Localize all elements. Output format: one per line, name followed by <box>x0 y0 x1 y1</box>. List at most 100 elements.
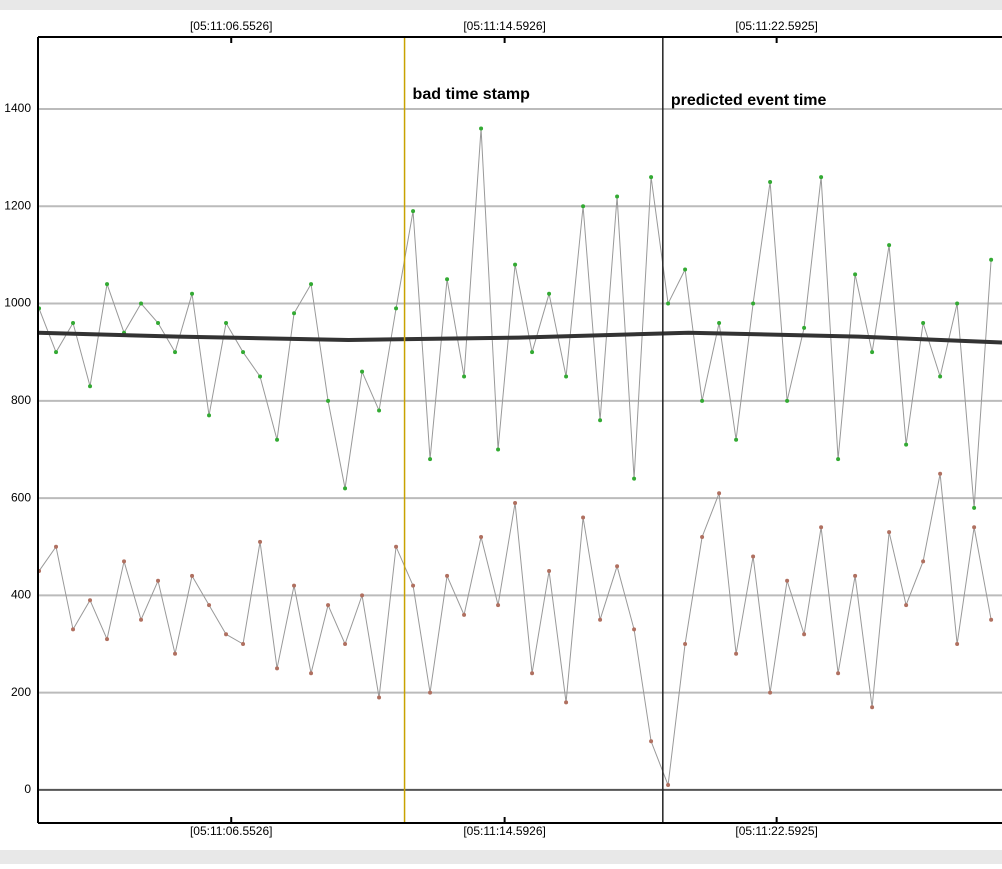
series-point <box>564 700 569 705</box>
series-point <box>938 471 943 476</box>
series-point <box>428 457 433 462</box>
x-tick-label-top: [05:11:14.5926] <box>463 19 546 33</box>
series-point <box>683 267 688 272</box>
y-tick-label: 400 <box>11 588 31 602</box>
series-point <box>343 642 348 647</box>
series-point <box>819 525 824 530</box>
series-point <box>649 175 654 180</box>
series-point <box>326 603 331 608</box>
series-point <box>768 690 773 695</box>
series-point <box>836 671 841 676</box>
x-tick-label-top: [05:11:06.5526] <box>190 19 273 33</box>
series-point <box>156 320 161 325</box>
series-point <box>496 447 501 452</box>
y-tick-label: 800 <box>11 393 31 407</box>
series-point <box>394 544 399 549</box>
series-point <box>904 442 909 447</box>
series-point <box>343 486 348 491</box>
y-tick-label: 1000 <box>4 296 31 310</box>
series-point <box>360 593 365 598</box>
series-point <box>71 627 76 632</box>
series-point <box>853 573 858 578</box>
series-point <box>224 632 229 637</box>
series-point <box>105 637 110 642</box>
series-point <box>411 209 416 214</box>
series-point <box>904 603 909 608</box>
series-point <box>598 617 603 622</box>
series-point <box>411 583 416 588</box>
series-point <box>547 291 552 296</box>
series-point <box>241 642 246 647</box>
y-tick-label: 0 <box>24 782 31 796</box>
series-point <box>819 175 824 180</box>
series-point <box>54 544 59 549</box>
series-point <box>547 569 552 574</box>
series-point <box>207 603 212 608</box>
series-point <box>887 530 892 535</box>
annotation-label: predicted event time <box>671 92 827 109</box>
series-point <box>955 642 960 647</box>
series-point <box>870 705 875 710</box>
series-point <box>921 559 926 564</box>
series-point <box>751 554 756 559</box>
series-point <box>530 350 535 355</box>
series-point <box>836 457 841 462</box>
series-point <box>615 194 620 199</box>
series-point <box>309 282 314 287</box>
series-point <box>275 437 280 442</box>
series-point <box>734 651 739 656</box>
series-point <box>615 564 620 569</box>
series-point <box>292 311 297 316</box>
x-tick-label-bottom: [05:11:06.5526] <box>190 824 273 838</box>
series-point <box>428 690 433 695</box>
series-point <box>173 350 178 355</box>
series-point <box>445 277 450 282</box>
series-point <box>88 598 93 603</box>
series-point <box>309 671 314 676</box>
series-point <box>513 262 518 267</box>
series-point <box>683 642 688 647</box>
series-point <box>802 632 807 637</box>
series-point <box>666 783 671 788</box>
series-point <box>190 291 195 296</box>
series-point <box>224 320 229 325</box>
series-point <box>241 350 246 355</box>
series-point <box>530 671 535 676</box>
series-point <box>632 627 637 632</box>
series-line <box>38 330 1002 345</box>
annotation-label: bad time stamp <box>413 86 531 103</box>
series-point <box>139 617 144 622</box>
series-point <box>768 179 773 184</box>
series-point <box>258 374 263 379</box>
series-point <box>275 666 280 671</box>
series-point <box>462 612 467 617</box>
series-point <box>54 350 59 355</box>
y-tick-label: 200 <box>11 685 31 699</box>
series-point <box>802 325 807 330</box>
series-line <box>38 473 992 786</box>
y-tick-label: 1400 <box>4 101 31 115</box>
series-point <box>122 559 127 564</box>
series-point <box>190 573 195 578</box>
series-point <box>105 282 110 287</box>
series-point <box>955 301 960 306</box>
series-point <box>292 583 297 588</box>
series-point <box>870 350 875 355</box>
series-point <box>581 204 586 209</box>
series-point <box>853 272 858 277</box>
series-point <box>666 301 671 306</box>
series-point <box>377 695 382 700</box>
series-point <box>360 369 365 374</box>
series-point <box>938 374 943 379</box>
series-point <box>972 525 977 530</box>
series-point <box>717 491 722 496</box>
series-point <box>88 384 93 389</box>
series-point <box>173 651 178 656</box>
series-point <box>139 301 144 306</box>
series-point <box>496 603 501 608</box>
plot-area <box>38 37 1002 823</box>
series-point <box>581 515 586 520</box>
series-point <box>785 398 790 403</box>
